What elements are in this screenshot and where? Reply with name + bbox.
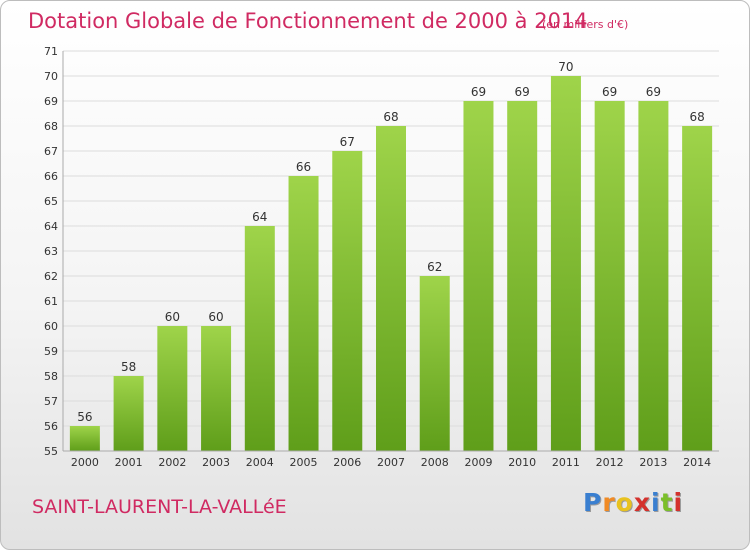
x-tick-label: 2000 bbox=[71, 456, 99, 469]
x-tick-label: 2005 bbox=[290, 456, 318, 469]
logo-letter: t bbox=[660, 488, 674, 517]
data-label: 66 bbox=[296, 160, 311, 174]
x-tick-label: 2013 bbox=[639, 456, 667, 469]
y-tick-label: 67 bbox=[44, 145, 58, 158]
bars bbox=[69, 76, 713, 451]
bar bbox=[201, 326, 232, 451]
x-tick-label: 2001 bbox=[115, 456, 143, 469]
y-tick-label: 58 bbox=[44, 370, 58, 383]
y-tick-label: 55 bbox=[44, 445, 58, 458]
y-tick-label: 62 bbox=[44, 270, 58, 283]
bar bbox=[244, 226, 275, 451]
bar bbox=[594, 101, 625, 451]
logo-letter: r bbox=[602, 488, 616, 517]
proxiti-logo[interactable]: Proxiti bbox=[583, 488, 683, 517]
x-tick-label: 2002 bbox=[158, 456, 186, 469]
data-label: 68 bbox=[689, 110, 704, 124]
data-label: 67 bbox=[340, 135, 355, 149]
data-label: 68 bbox=[383, 110, 398, 124]
x-tick-label: 2006 bbox=[333, 456, 361, 469]
y-axis: 55 56 57 58 59 60 61 62 63 64 65 66 67 68 69 70 71 bbox=[44, 45, 64, 458]
bar bbox=[288, 176, 319, 451]
bar bbox=[376, 126, 406, 451]
bar bbox=[113, 376, 144, 451]
bar bbox=[463, 101, 494, 451]
y-tick-label: 60 bbox=[44, 320, 58, 333]
x-tick-label: 2014 bbox=[683, 456, 711, 469]
data-label: 64 bbox=[252, 210, 267, 224]
x-axis: 2000 2001 2002 2003 2004 2005 2006 2007 2008 2009… bbox=[63, 450, 719, 469]
data-labels: 56 58 60 60 64 66 67 68 62 69 69 70 69 69 68 bbox=[77, 60, 705, 424]
y-tick-label: 71 bbox=[44, 45, 58, 58]
x-tick-label: 2008 bbox=[421, 456, 449, 469]
chart-title: Dotation Globale de Fonctionnement de 20… bbox=[28, 9, 588, 33]
y-tick-label: 56 bbox=[44, 420, 58, 433]
y-tick-label: 61 bbox=[44, 295, 58, 308]
y-tick-label: 64 bbox=[44, 220, 58, 233]
x-tick-label: 2011 bbox=[552, 456, 580, 469]
logo-letter: P bbox=[583, 488, 603, 517]
data-label: 56 bbox=[77, 410, 92, 424]
data-label: 69 bbox=[515, 85, 530, 99]
data-label: 70 bbox=[558, 60, 573, 74]
y-tick-label: 57 bbox=[44, 395, 58, 408]
x-tick-label: 2003 bbox=[202, 456, 230, 469]
data-label: 58 bbox=[121, 360, 136, 374]
bar bbox=[638, 101, 669, 451]
data-label: 60 bbox=[165, 310, 180, 324]
y-tick-label: 66 bbox=[44, 170, 58, 183]
data-label: 69 bbox=[646, 85, 661, 99]
x-tick-label: 2004 bbox=[246, 456, 274, 469]
y-tick-label: 70 bbox=[44, 70, 58, 83]
y-tick-label: 59 bbox=[44, 345, 58, 358]
data-label: 69 bbox=[471, 85, 486, 99]
logo-letter: o bbox=[615, 488, 634, 517]
bar bbox=[550, 76, 581, 451]
bar bbox=[507, 101, 538, 451]
commune-name: SAINT-LAURENT-LA-VALLéE bbox=[32, 496, 287, 518]
x-tick-label: 2010 bbox=[508, 456, 536, 469]
logo-letter: i bbox=[651, 488, 661, 517]
bar bbox=[157, 326, 188, 451]
y-tick-label: 68 bbox=[44, 120, 58, 133]
chart-unit: (en milliers d'€) bbox=[542, 18, 629, 31]
y-tick-label: 65 bbox=[44, 195, 58, 208]
logo-letter: i bbox=[673, 488, 684, 517]
data-label: 62 bbox=[427, 260, 442, 274]
y-tick-label: 63 bbox=[44, 245, 58, 258]
y-tick-label: 69 bbox=[44, 95, 58, 108]
bar bbox=[419, 276, 450, 451]
logo-letter: x bbox=[633, 488, 651, 517]
data-label: 69 bbox=[602, 85, 617, 99]
x-tick-label: 2007 bbox=[377, 456, 405, 469]
data-label: 60 bbox=[208, 310, 223, 324]
x-tick-label: 2012 bbox=[596, 456, 624, 469]
x-tick-label: 2009 bbox=[464, 456, 492, 469]
bar bbox=[682, 126, 713, 451]
bar bbox=[332, 151, 363, 451]
bar bbox=[69, 426, 100, 451]
